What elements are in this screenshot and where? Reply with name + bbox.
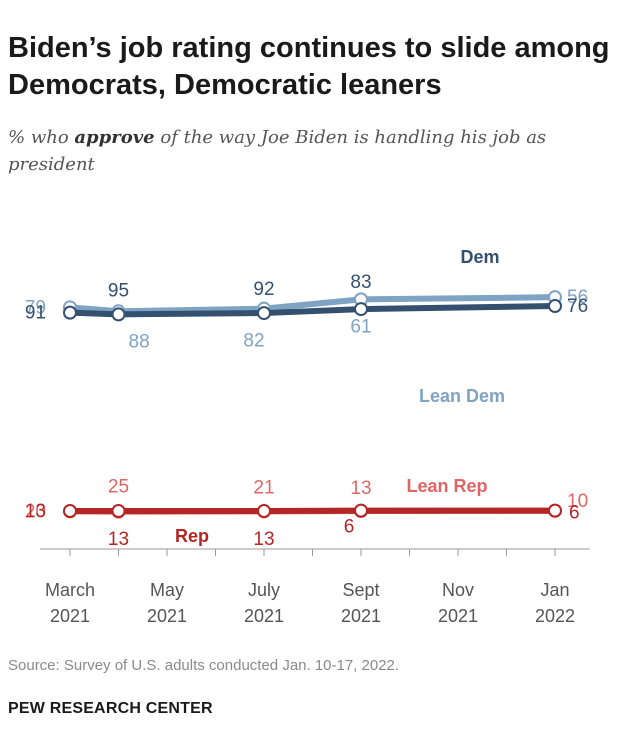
data-label-lean-dem: 56 [567,287,588,308]
x-tick-label-month: March [45,580,95,600]
x-tick-label-month: May [150,580,184,600]
subtitle-prefix: % who [8,127,75,148]
chart-subtitle: % who approve of the way Joe Biden is ha… [8,124,612,178]
data-label-dem: 76 [567,296,588,317]
x-tick-label-month: Sept [342,580,379,600]
x-tick-label-year: 2021 [341,606,381,626]
x-tick-label-month: Nov [442,580,474,600]
data-label-lean-rep: 25 [108,477,129,498]
x-tick-label-year: 2022 [535,606,575,626]
data-label-dem: 92 [253,279,274,300]
data-label-lean-rep: 13 [350,478,371,499]
series-name-label-dem: Dem [460,247,499,267]
data-label-rep: 6 [344,517,355,538]
data-point-rep [354,503,368,518]
data-label-rep: 13 [253,529,274,550]
x-tick-label-year: 2021 [438,606,478,626]
series-name-label-rep: Rep [175,526,209,546]
data-label-lean-dem: 61 [350,316,371,337]
x-tick-label-year: 2021 [147,606,187,626]
line-chart: March2021May2021July2021Sept2021Nov2021J… [25,247,590,626]
data-point-dem [63,305,77,320]
data-label-dem: 91 [25,303,46,324]
data-point-rep [548,503,562,518]
data-point-dem [548,299,562,313]
data-label-lean-rep: 20 [25,501,46,522]
series-name-label-lean-rep: Lean Rep [406,476,487,496]
data-label-rep: 13 [108,529,129,550]
data-point-dem [257,306,271,321]
data-label-lean-rep: 21 [253,477,274,498]
subtitle-emphasis: approve [74,127,155,148]
data-label-dem: 83 [350,272,371,293]
x-tick-label-month: July [248,580,280,600]
data-point-dem [354,302,368,317]
data-point-dem [111,307,126,322]
x-tick-label-year: 2021 [50,606,90,626]
data-label-dem: 95 [108,280,129,301]
x-tick-label-month: Jan [540,580,569,600]
data-label-rep: 13 [25,501,46,522]
source-note: Source: Survey of U.S. adults conducted … [8,657,400,674]
data-label-lean-dem: 79 [25,297,46,318]
data-label-lean-dem: 88 [129,331,150,352]
chart-title: Biden’s job rating continues to slide am… [8,32,610,101]
series-name-label-lean-dem: Lean Dem [419,386,505,406]
data-point-rep [63,504,77,518]
data-label-rep: 6 [569,503,580,524]
data-point-rep [257,504,271,518]
subtitle-suffix: of the way Joe Biden is handling his job… [8,127,547,175]
data-point-rep [111,504,126,518]
data-label-lean-dem: 82 [243,331,264,352]
brand-logo-text: PEW RESEARCH CENTER [8,700,213,717]
x-tick-label-year: 2021 [244,606,284,626]
data-label-lean-rep: 10 [567,491,588,512]
